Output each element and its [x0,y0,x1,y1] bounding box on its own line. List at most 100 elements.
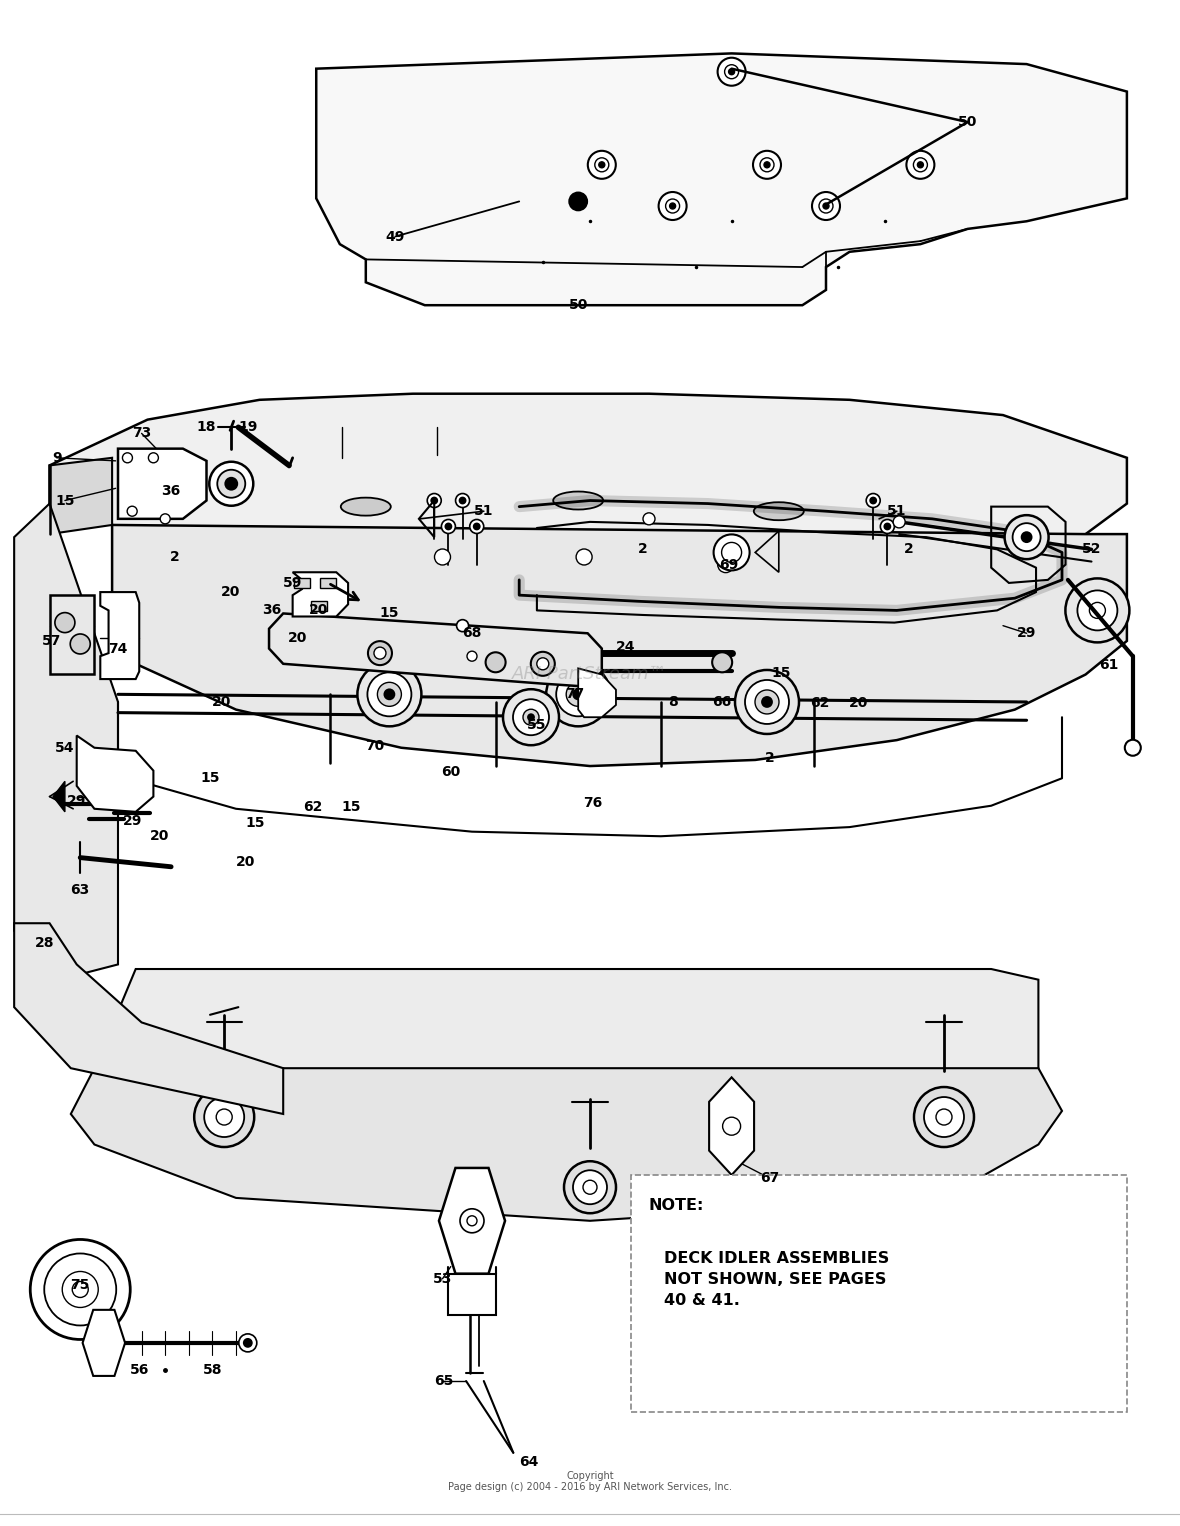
Polygon shape [578,668,616,717]
Text: 68: 68 [463,626,481,641]
Text: 56: 56 [130,1363,149,1378]
Text: 54: 54 [55,740,74,755]
Circle shape [368,641,392,665]
Text: 36: 36 [162,484,181,499]
Text: 67: 67 [760,1170,779,1186]
Circle shape [467,1216,477,1225]
Circle shape [598,162,605,168]
Circle shape [745,681,789,723]
Circle shape [595,157,609,172]
Circle shape [72,1282,88,1297]
Circle shape [1066,578,1129,642]
Text: 52: 52 [1082,542,1101,557]
Text: 62: 62 [811,696,830,711]
Circle shape [917,162,924,168]
Text: 15: 15 [201,771,219,786]
Circle shape [55,612,74,633]
Circle shape [427,493,441,508]
Polygon shape [94,969,1038,1144]
Bar [294,578,310,588]
Text: DECK IDLER ASSEMBLIES
NOT SHOWN, SEE PAGES
40 & 41.: DECK IDLER ASSEMBLIES NOT SHOWN, SEE PAG… [664,1251,890,1308]
Circle shape [1089,603,1106,618]
Text: 20: 20 [288,630,307,645]
Text: 20: 20 [212,694,231,710]
Text: 75: 75 [71,1277,90,1293]
Circle shape [1125,740,1141,755]
Text: 20: 20 [221,584,240,600]
Text: NOTE:: NOTE: [649,1198,704,1213]
Text: 64: 64 [519,1454,538,1470]
Polygon shape [77,736,153,812]
Ellipse shape [754,502,804,520]
Text: 2: 2 [765,751,774,766]
Circle shape [467,652,477,661]
Text: 29: 29 [123,813,142,829]
Circle shape [457,620,468,632]
Text: 58: 58 [203,1363,222,1378]
Circle shape [573,690,583,699]
Text: 77: 77 [565,687,584,702]
Circle shape [459,497,466,504]
Polygon shape [100,592,139,679]
Text: 18: 18 [197,420,216,435]
Circle shape [760,157,774,172]
Circle shape [445,523,452,530]
Polygon shape [14,504,118,977]
Text: 65: 65 [434,1373,453,1389]
Circle shape [1004,516,1049,559]
Circle shape [527,714,535,720]
Polygon shape [448,1274,496,1315]
Polygon shape [71,1068,1062,1221]
Circle shape [374,647,386,659]
Text: 70: 70 [366,739,385,754]
Circle shape [367,673,412,716]
Circle shape [755,690,779,714]
Circle shape [434,549,451,565]
Circle shape [906,151,935,179]
Circle shape [149,453,158,462]
Circle shape [556,673,601,716]
Circle shape [763,162,771,168]
Circle shape [486,652,505,673]
Text: 59: 59 [283,575,302,591]
Text: 53: 53 [433,1271,452,1286]
Circle shape [666,198,680,214]
Circle shape [566,682,590,707]
Bar [310,601,327,610]
Circle shape [503,690,559,745]
Circle shape [728,69,735,75]
Circle shape [63,1271,98,1308]
Circle shape [669,203,676,209]
Circle shape [441,519,455,534]
Circle shape [217,470,245,497]
Circle shape [1077,591,1117,630]
Text: 20: 20 [850,696,868,711]
Text: 50: 50 [569,298,588,313]
Polygon shape [269,613,602,687]
Text: 29: 29 [1017,626,1036,641]
Text: 29: 29 [67,794,86,809]
Text: Copyright
Page design (c) 2004 - 2016 by ARI Network Services, Inc.: Copyright Page design (c) 2004 - 2016 by… [448,1471,732,1492]
Text: 76: 76 [583,795,602,810]
Circle shape [713,652,732,673]
Circle shape [884,523,891,530]
Circle shape [385,690,394,699]
Circle shape [564,1161,616,1213]
Text: 51: 51 [474,504,493,519]
Polygon shape [50,394,1127,588]
Polygon shape [709,1077,754,1175]
Circle shape [812,192,840,220]
Polygon shape [293,572,348,617]
Circle shape [1022,533,1031,542]
Circle shape [160,514,170,523]
Circle shape [822,203,830,209]
Circle shape [31,1239,130,1340]
Circle shape [643,513,655,525]
Text: 20: 20 [236,855,255,870]
Ellipse shape [341,497,391,516]
Circle shape [913,157,927,172]
Circle shape [431,497,438,504]
Polygon shape [316,53,1127,305]
Polygon shape [53,781,65,812]
Circle shape [722,542,741,563]
